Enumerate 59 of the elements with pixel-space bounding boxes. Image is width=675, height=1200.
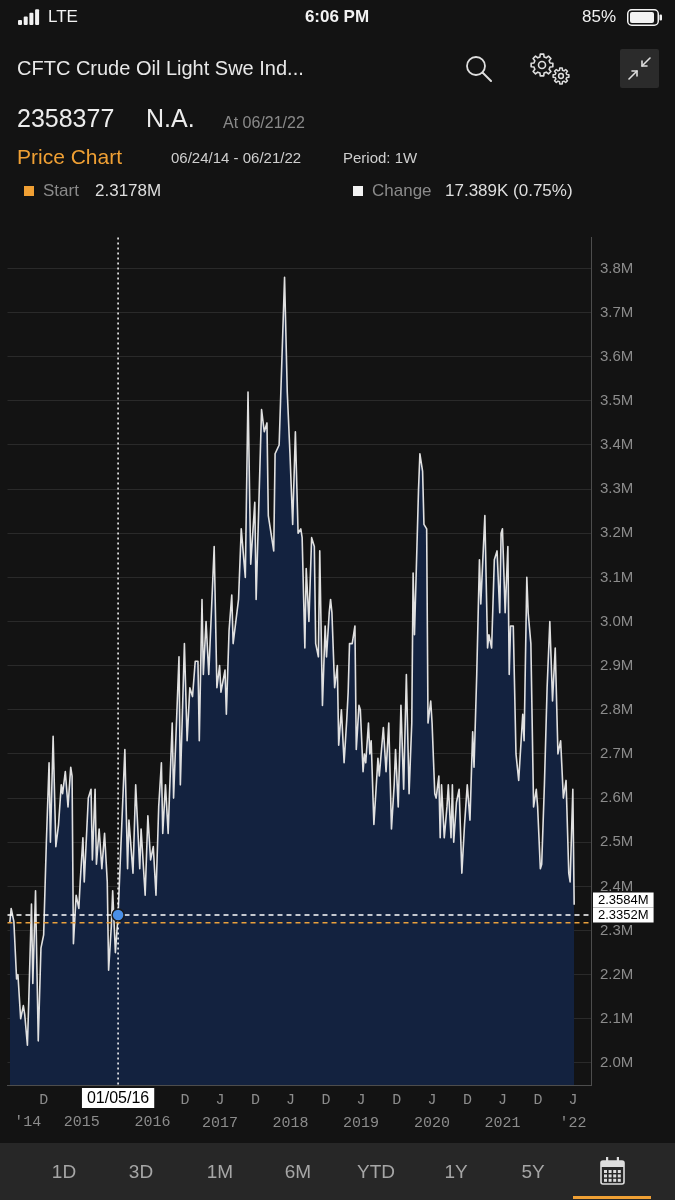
text: LTE bbox=[48, 6, 78, 28]
ref-line-label: 2.3352M bbox=[598, 907, 649, 923]
text: 2.3178M bbox=[95, 180, 162, 202]
text: 6M bbox=[284, 1160, 312, 1184]
y-tick-label: 2.7M bbox=[600, 744, 634, 762]
text: YTD bbox=[357, 1160, 395, 1184]
x-tick-label: J '22 bbox=[559, 1092, 587, 1132]
text: Start bbox=[43, 180, 79, 202]
ref-line-label: 01/05/16 bbox=[86, 1088, 150, 1106]
text: 1D bbox=[51, 1160, 77, 1184]
x-tick-label: D bbox=[180, 1092, 190, 1110]
text: 2358377 bbox=[17, 103, 115, 133]
text: 5Y bbox=[521, 1160, 545, 1184]
y-tick-label: 3.1M bbox=[600, 567, 634, 585]
y-tick-label: 3.5M bbox=[600, 390, 634, 408]
x2-tick-label: 2016 bbox=[134, 1114, 171, 1132]
text: 3D bbox=[128, 1160, 154, 1184]
y-tick-label: 3.4M bbox=[600, 435, 634, 453]
text: At 06/21/22 bbox=[223, 113, 305, 133]
text: N.A. bbox=[146, 103, 195, 133]
text: 1Y bbox=[444, 1160, 468, 1184]
x-tick-label: D bbox=[392, 1092, 402, 1110]
text: 17.389K (0.75%) bbox=[445, 180, 573, 202]
y-tick-label: 3.6M bbox=[600, 346, 634, 364]
x-tick-label: J 2020 bbox=[413, 1092, 450, 1132]
x-tick-label: J 2017 bbox=[201, 1092, 238, 1132]
x-tick-label: J 2018 bbox=[272, 1092, 309, 1132]
y-tick-label: 2.4M bbox=[600, 876, 634, 894]
x2-tick-label: '14 bbox=[14, 1114, 42, 1132]
x-tick-label: D bbox=[251, 1092, 261, 1110]
y-tick-label: 3.8M bbox=[600, 258, 634, 276]
x-tick-label: J 2019 bbox=[343, 1092, 380, 1132]
y-tick-label: 2.2M bbox=[600, 964, 634, 982]
x2-tick-label: 2015 bbox=[63, 1114, 100, 1132]
data-label: 2.3584M bbox=[598, 892, 649, 908]
text: Change bbox=[372, 180, 432, 202]
x-tick-label: D bbox=[321, 1092, 331, 1110]
chart-subtitle: Price Chart bbox=[17, 144, 123, 170]
text: 85% bbox=[582, 6, 617, 28]
y-tick-label: 3.3M bbox=[600, 479, 634, 497]
y-tick-label: 2.8M bbox=[600, 699, 634, 717]
text: 6:06 PM bbox=[304, 6, 370, 28]
text: 06/24/14 - 06/21/22 bbox=[171, 149, 302, 167]
chart-title: CFTC Crude Oil Light Swe Ind... bbox=[17, 56, 304, 80]
y-tick-label: 2.1M bbox=[600, 1008, 634, 1026]
y-tick-label: 3.2M bbox=[600, 523, 634, 541]
x-tick-label: J 2021 bbox=[484, 1092, 521, 1132]
x-tick-label: D bbox=[39, 1092, 49, 1110]
y-tick-label: 2.3M bbox=[600, 920, 634, 938]
x-tick-label: D bbox=[462, 1092, 472, 1110]
y-tick-label: 3.7M bbox=[600, 302, 634, 320]
y-tick-label: 2.6M bbox=[600, 788, 634, 806]
text: 1M bbox=[206, 1160, 234, 1184]
y-tick-label: 3.0M bbox=[600, 611, 634, 629]
y-tick-label: 2.0M bbox=[600, 1053, 634, 1071]
y-tick-label: 2.5M bbox=[600, 832, 634, 850]
text: Period: 1W bbox=[343, 149, 418, 167]
y-tick-label: 2.9M bbox=[600, 655, 634, 673]
x-tick-label: D bbox=[533, 1092, 543, 1110]
